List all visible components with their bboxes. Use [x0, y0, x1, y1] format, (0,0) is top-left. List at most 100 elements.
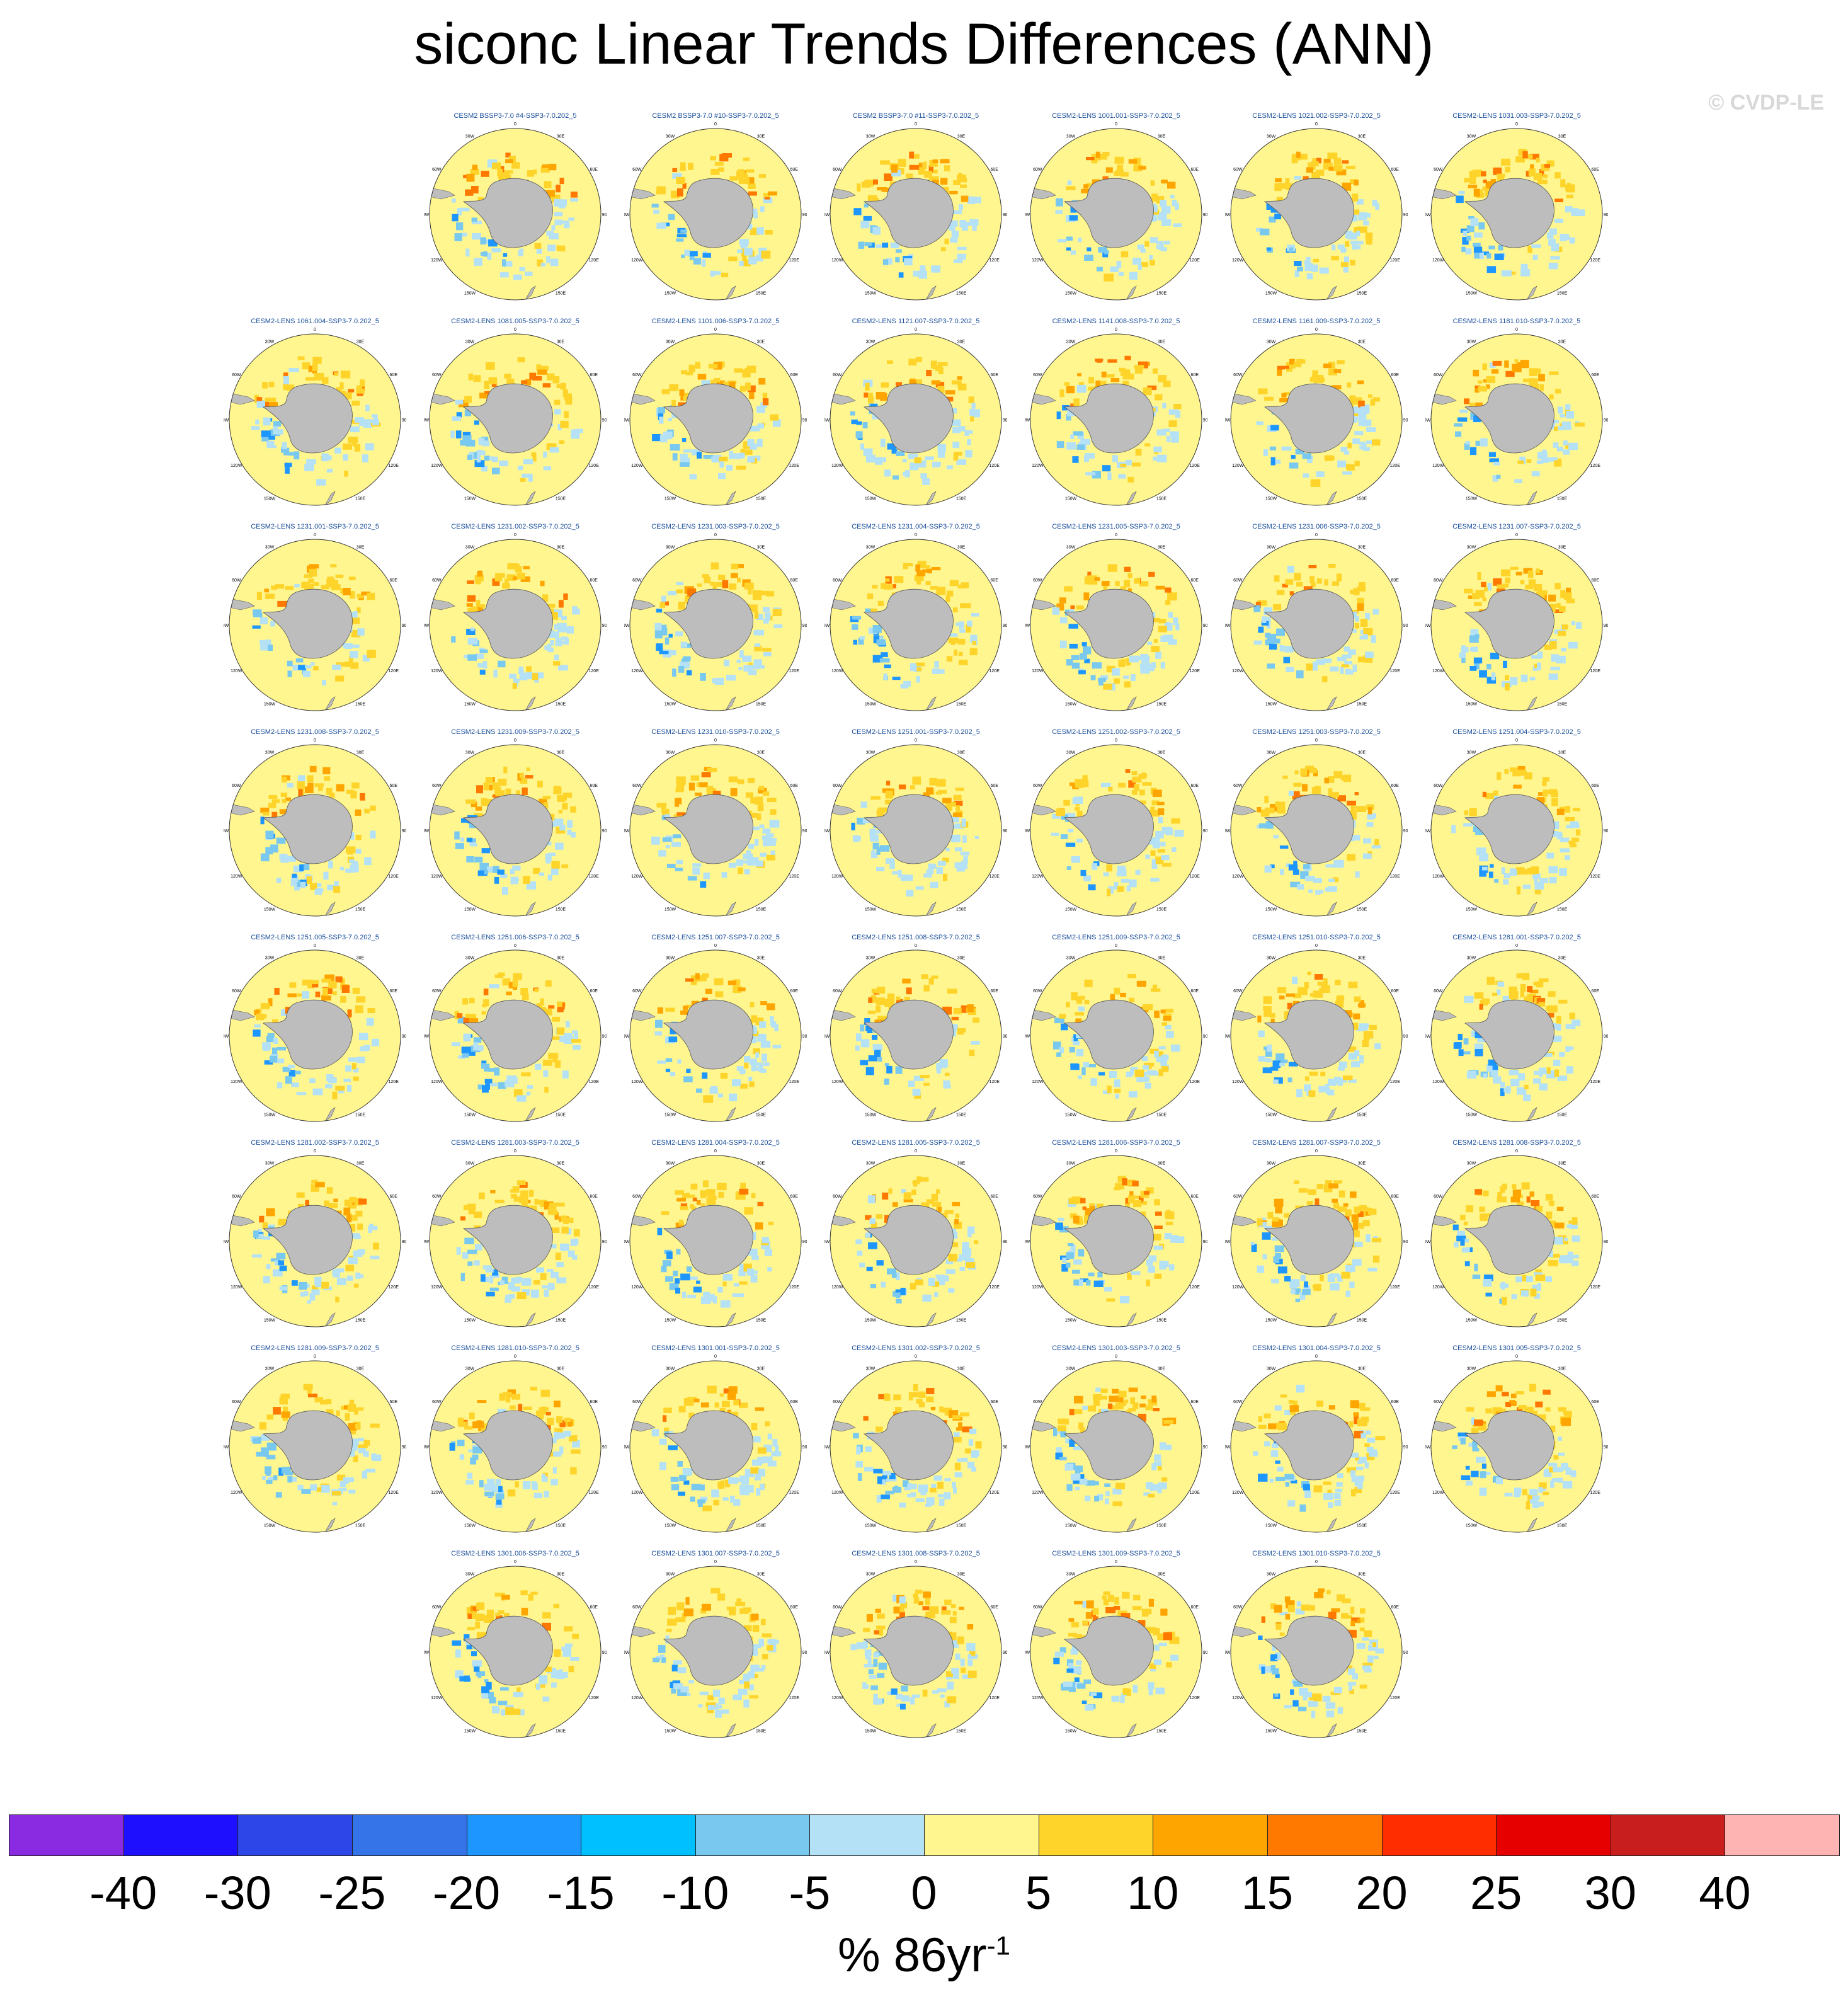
- longitude-label: 120W: [1032, 464, 1044, 468]
- trend-cell: [363, 1450, 369, 1457]
- trend-cell: [654, 630, 663, 639]
- trend-cell: [763, 619, 769, 624]
- trend-cell: [1112, 668, 1120, 676]
- trend-cell: [906, 563, 913, 566]
- trend-cell: [335, 575, 344, 578]
- trend-cell: [683, 392, 692, 401]
- trend-cell: [868, 997, 873, 1003]
- trend-cell: [370, 1423, 380, 1428]
- trend-cell: [865, 1067, 874, 1075]
- trend-cell: [757, 423, 764, 429]
- south-america-landmass: [1030, 598, 1056, 610]
- trend-cell: [1135, 869, 1141, 875]
- trend-cell: [872, 226, 881, 235]
- trend-cell: [1474, 1031, 1484, 1038]
- trend-cell: [1148, 571, 1155, 577]
- longitude-label: 30E: [1158, 1367, 1166, 1371]
- trend-cell: [1308, 564, 1317, 569]
- trend-cell: [520, 478, 526, 482]
- longitude-label: 60E: [590, 373, 598, 377]
- trend-cell: [1065, 842, 1076, 847]
- longitude-label: 150W: [1265, 1319, 1277, 1323]
- trend-cell: [1371, 845, 1381, 849]
- trend-cell: [348, 389, 355, 392]
- trend-cell: [1072, 1269, 1080, 1274]
- trend-cell: [1171, 818, 1180, 824]
- trend-cell: [971, 1450, 978, 1458]
- trend-cell: [1284, 1276, 1291, 1282]
- trend-cell: [256, 401, 265, 408]
- trend-cell: [471, 801, 477, 808]
- trend-cell: [972, 1017, 979, 1023]
- trend-cell: [1257, 1265, 1265, 1273]
- antarctica-landmass: [1263, 1205, 1354, 1275]
- trend-cell: [882, 1470, 891, 1475]
- trend-cell: [489, 1287, 499, 1292]
- trend-cell: [1066, 1263, 1071, 1268]
- trend-cell: [974, 835, 979, 839]
- trend-cell: [1525, 154, 1533, 159]
- trend-cell: [1517, 765, 1526, 772]
- trend-cell: [925, 1503, 932, 1507]
- trend-cell: [1294, 176, 1301, 180]
- trend-cell: [1332, 1198, 1338, 1203]
- trend-cell: [756, 813, 761, 820]
- map-panel: CESM2-LENS 1231.007-SSP3-7.0.202_5 0 30E 60…: [1425, 523, 1608, 725]
- trend-cell: [755, 456, 761, 461]
- trend-cell: [748, 587, 752, 595]
- trend-cell: [750, 1002, 755, 1007]
- trend-cell: [1132, 789, 1138, 795]
- trend-cell: [509, 156, 516, 163]
- trend-cell: [1374, 839, 1379, 845]
- trend-cell: [1356, 806, 1366, 812]
- longitude-label: 120E: [389, 464, 399, 468]
- trend-cell: [675, 799, 679, 807]
- new-zealand-landmass: [925, 1518, 937, 1532]
- trend-cell: [1496, 989, 1501, 995]
- trend-cell: [1069, 1439, 1075, 1447]
- trend-cell: [1277, 987, 1287, 994]
- trend-cell: [659, 416, 664, 424]
- longitude-label: 120W: [831, 1491, 843, 1495]
- longitude-label: 60E: [1190, 1195, 1199, 1199]
- trend-cell: [1358, 582, 1366, 587]
- trend-cell: [699, 782, 708, 788]
- trend-cell: [1492, 475, 1498, 482]
- trend-cell: [1347, 464, 1355, 471]
- trend-cell: [1556, 1016, 1561, 1024]
- map-panel: CESM2-LENS 1281.003-SSP3-7.0.202_5 0 30E 60…: [424, 1139, 607, 1341]
- trend-cell: [956, 866, 966, 872]
- longitude-label: 90W: [824, 213, 830, 217]
- trend-cell: [513, 1196, 520, 1202]
- trend-cell: [923, 161, 927, 169]
- trend-cell: [557, 795, 566, 802]
- trend-cell: [1479, 670, 1487, 678]
- trend-cell: [1069, 609, 1074, 614]
- trend-cell: [483, 393, 491, 399]
- trend-cell: [278, 1220, 283, 1225]
- longitude-label: 30W: [1267, 1367, 1276, 1371]
- trend-cell: [1555, 389, 1561, 394]
- trend-cell: [932, 159, 938, 164]
- trend-cell: [553, 661, 561, 666]
- trend-cell: [750, 209, 758, 214]
- longitude-label: 150E: [355, 702, 366, 707]
- new-zealand-landmass: [1126, 902, 1137, 916]
- trend-cell: [683, 1480, 690, 1485]
- trend-cell: [1483, 1279, 1492, 1287]
- trend-cell: [501, 886, 508, 895]
- trend-cell: [673, 814, 681, 819]
- trend-cell: [314, 783, 324, 788]
- trend-cell: [1128, 159, 1138, 164]
- trend-cell: [1360, 1433, 1367, 1438]
- trend-cell: [474, 1212, 482, 1218]
- trend-cell: [492, 782, 499, 789]
- trend-cell: [549, 1203, 556, 1209]
- trend-cell: [719, 461, 724, 468]
- trend-cell: [1483, 379, 1488, 383]
- trend-cell: [1503, 873, 1511, 879]
- trend-cell: [725, 1479, 731, 1487]
- trend-cell: [687, 1295, 697, 1298]
- new-zealand-landmass: [1326, 696, 1337, 711]
- trend-cell: [1128, 780, 1136, 788]
